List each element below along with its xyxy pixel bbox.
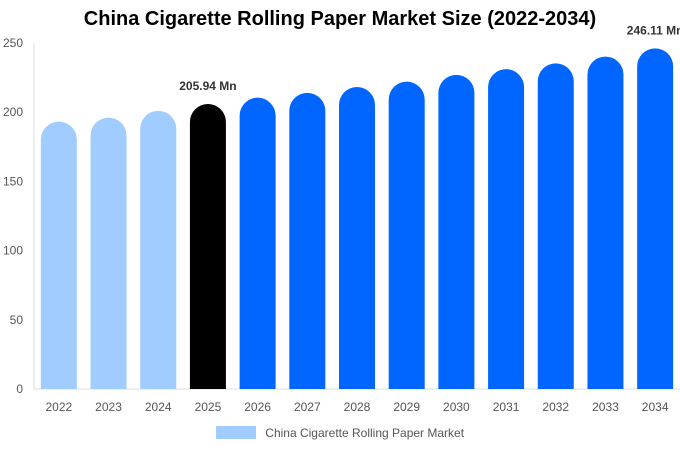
bar: [339, 87, 375, 389]
x-tick-label: 2031: [493, 400, 520, 414]
x-tick-label: 2026: [244, 400, 271, 414]
bar: [587, 56, 624, 390]
y-tick-label: 200: [3, 105, 23, 119]
bar: [239, 97, 276, 389]
bar: [537, 63, 574, 389]
bar: [488, 69, 525, 389]
y-tick-label: 50: [10, 313, 24, 327]
x-tick-label: 2024: [145, 400, 172, 414]
chart-labels: 205.94 Mn 246.11 Mn: [179, 23, 680, 93]
bar: [90, 117, 127, 389]
x-tick-label: 2027: [294, 400, 321, 414]
bar: [189, 103, 226, 389]
y-tick-label: 150: [3, 174, 23, 188]
x-tick-label: 2028: [344, 400, 371, 414]
x-tick-label: 2025: [195, 400, 222, 414]
y-tick-label: 0: [16, 382, 23, 396]
x-tick-label: 2033: [592, 400, 619, 414]
x-tick-label: 2032: [542, 400, 569, 414]
data-label: 205.94 Mn: [179, 79, 236, 93]
x-tick-label: 2034: [642, 400, 669, 414]
x-tick-label: 2030: [443, 400, 470, 414]
y-tick-label: 100: [3, 244, 23, 258]
legend-label: China Cigarette Rolling Paper Market: [265, 425, 465, 440]
data-label: 246.11 Mn: [627, 23, 680, 37]
bar: [40, 121, 77, 390]
bar: [388, 81, 425, 390]
chart-legend: China Cigarette Rolling Paper Market: [0, 425, 680, 440]
chart-axes: 0 50 100 150 200 250 2022 2023 2024 2025 2026 2027 2…: [3, 36, 680, 414]
y-tick-label: 250: [3, 36, 23, 50]
chart-title: China Cigarette Rolling Paper Market Siz…: [83, 8, 597, 30]
x-tick-label: 2023: [95, 400, 122, 414]
legend-swatch: [215, 426, 256, 440]
x-tick-label: 2022: [45, 400, 72, 414]
bar: [289, 92, 326, 389]
bar: [438, 74, 475, 389]
bar: [637, 48, 674, 389]
bar: [140, 110, 177, 390]
x-tick-label: 2029: [393, 400, 420, 414]
chart-bars: [40, 48, 674, 390]
